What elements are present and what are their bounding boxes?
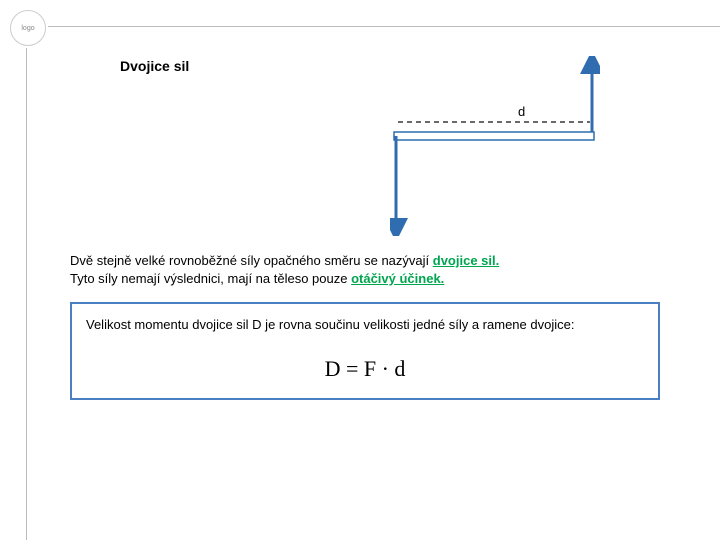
diagram-svg: d xyxy=(390,56,600,236)
dimension-label: d xyxy=(518,104,525,119)
formula-description: Velikost momentu dvojice sil D je rovna … xyxy=(86,316,644,334)
side-divider xyxy=(26,48,27,540)
logo-text: logo xyxy=(21,25,34,32)
term-dvojice-sil: dvojice sil. xyxy=(433,253,499,268)
formula-equation: D = F · d xyxy=(86,356,644,382)
term-otacivy-ucinek: otáčivý účinek. xyxy=(351,271,444,286)
header-divider xyxy=(48,26,720,27)
formula-box: Velikost momentu dvojice sil D je rovna … xyxy=(70,302,660,400)
body-line2a: Tyto síly nemají výslednici, mají na těl… xyxy=(70,271,351,286)
logo-badge: logo xyxy=(10,10,46,46)
rigid-bar xyxy=(394,132,594,140)
force-couple-diagram: d xyxy=(390,56,600,236)
body-line1a: Dvě stejně velké rovnoběžné síly opačnéh… xyxy=(70,253,433,268)
body-paragraph: Dvě stejně velké rovnoběžné síly opačnéh… xyxy=(70,252,660,287)
page-title: Dvojice sil xyxy=(120,58,189,74)
